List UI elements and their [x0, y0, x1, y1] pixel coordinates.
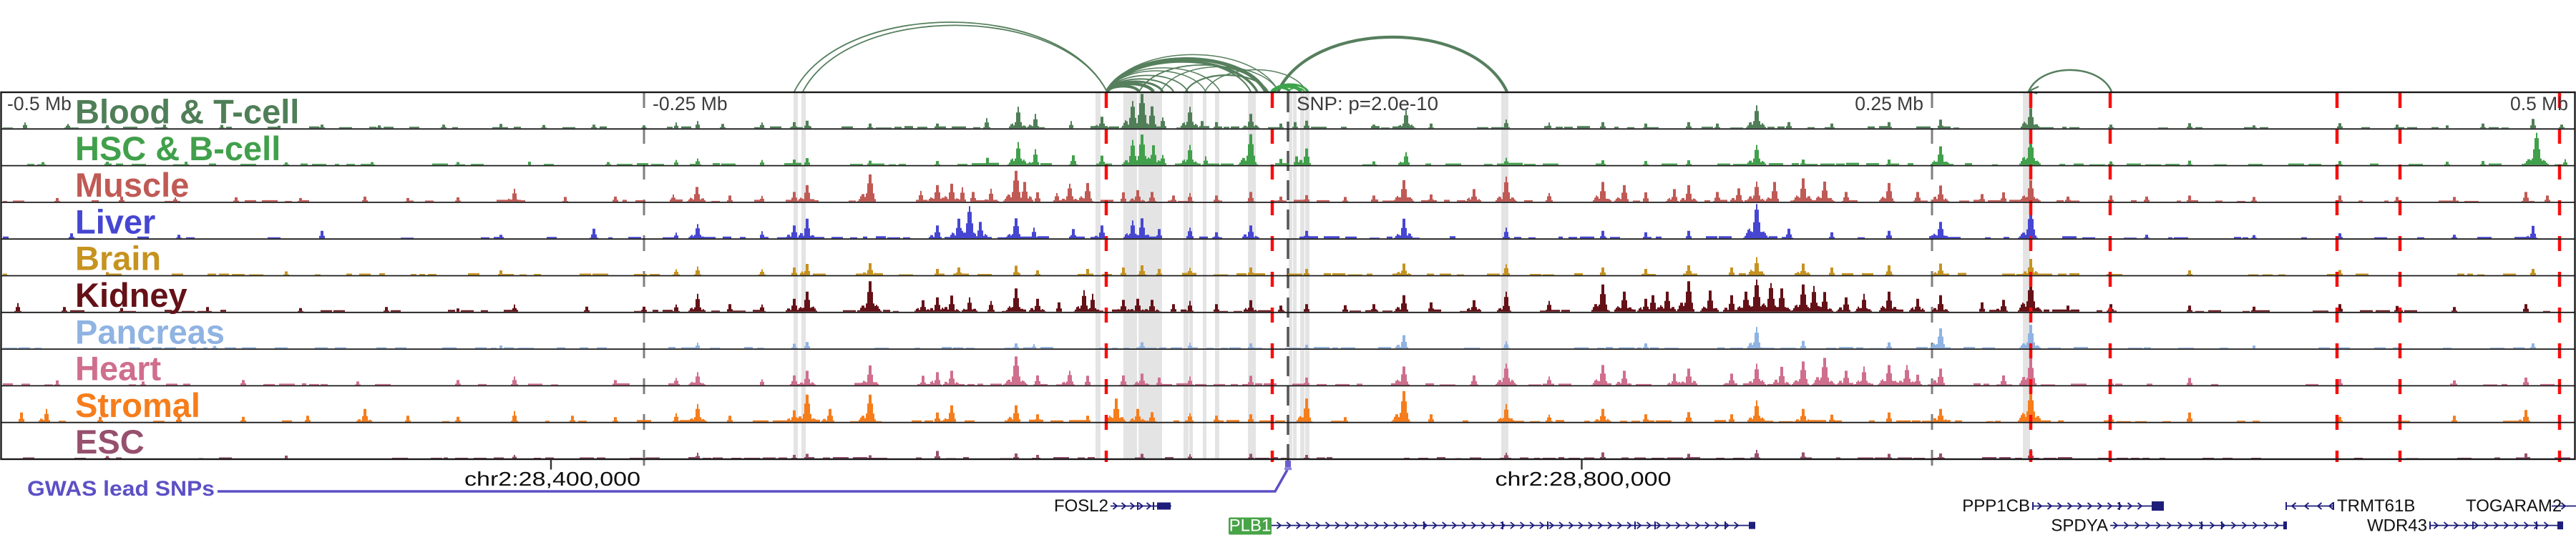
svg-text:GWAS lead SNPs: GWAS lead SNPs [27, 477, 215, 501]
svg-text:Brain: Brain [75, 240, 161, 278]
svg-text:FOSL2: FOSL2 [1054, 496, 1108, 516]
svg-text:0.25 Mb: 0.25 Mb [1855, 93, 1923, 114]
svg-text:SNP: p=2.0e-10: SNP: p=2.0e-10 [1297, 93, 1438, 114]
svg-text:PLB1: PLB1 [1229, 516, 1272, 536]
svg-text:ESC: ESC [75, 423, 145, 461]
svg-text:Stromal: Stromal [75, 386, 200, 424]
svg-text:Pancreas: Pancreas [75, 313, 225, 350]
svg-text:TOGARAM2: TOGARAM2 [2466, 496, 2562, 516]
svg-text:chr2:28,400,000: chr2:28,400,000 [464, 468, 640, 490]
svg-text:Blood & T-cell: Blood & T-cell [75, 93, 299, 131]
svg-text:TRMT61B: TRMT61B [2337, 496, 2415, 516]
svg-text:Liver: Liver [75, 202, 155, 240]
svg-text:PPP1CB: PPP1CB [1962, 496, 2030, 516]
svg-text:WDR43: WDR43 [2367, 516, 2427, 536]
svg-text:Kidney: Kidney [75, 276, 187, 314]
svg-text:Muscle: Muscle [75, 166, 189, 204]
svg-text:-0.5 Mb: -0.5 Mb [7, 93, 72, 114]
svg-text:SPDYA: SPDYA [2051, 516, 2108, 536]
svg-text:HSC & B-cell: HSC & B-cell [75, 129, 280, 167]
svg-text:Heart: Heart [75, 350, 162, 388]
svg-text:-0.25 Mb: -0.25 Mb [653, 93, 728, 114]
svg-text:0.5 Mb: 0.5 Mb [2510, 93, 2568, 114]
svg-text:chr2:28,800,000: chr2:28,800,000 [1496, 468, 1672, 490]
